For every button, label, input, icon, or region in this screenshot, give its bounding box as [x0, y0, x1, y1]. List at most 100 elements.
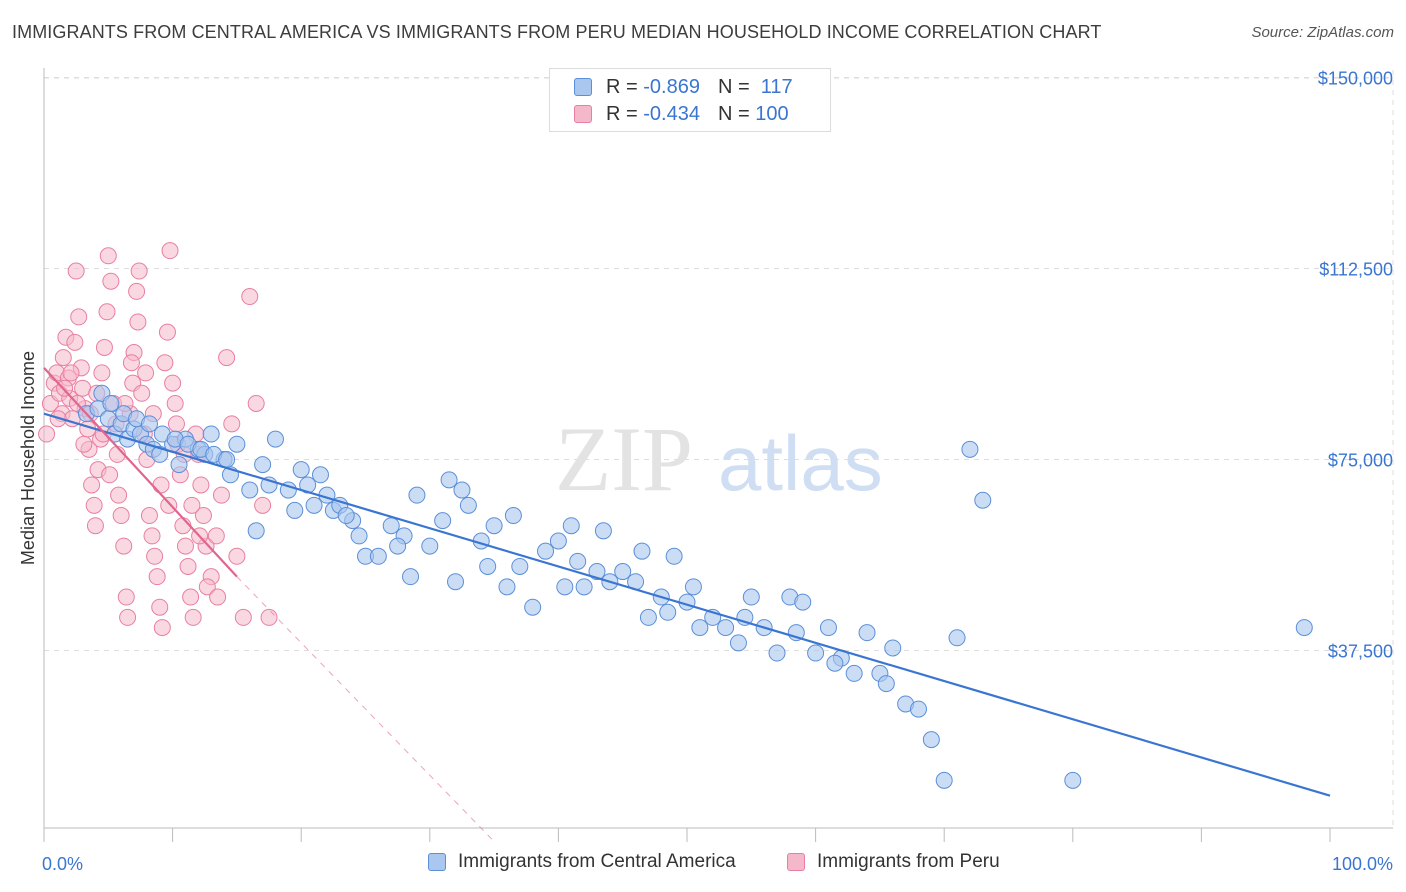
legend-r-value: -0.869 — [643, 75, 700, 98]
data-point-central-america — [684, 578, 702, 596]
data-point-peru — [122, 354, 140, 372]
trend-line-peru-extrapolated — [236, 576, 495, 842]
watermark-zip: ZIP — [555, 408, 693, 510]
data-point-central-america — [819, 619, 837, 637]
chart-title: IMMIGRANTS FROM CENTRAL AMERICA VS IMMIG… — [12, 22, 1102, 42]
data-point-peru — [143, 527, 161, 545]
data-point-peru — [133, 384, 151, 402]
y-axis-label: Median Household Income — [18, 351, 38, 565]
data-point-peru — [75, 435, 93, 453]
data-point-central-america — [639, 608, 657, 626]
data-point-peru — [192, 476, 210, 494]
legend-row-central-america: R = -0.869 N = 117 — [574, 74, 793, 100]
data-point-peru — [93, 364, 111, 382]
data-point-central-america — [614, 563, 632, 581]
trend-line-peru — [43, 367, 238, 578]
data-point-central-america — [845, 664, 863, 682]
data-point-central-america — [858, 624, 876, 642]
data-point-peru — [98, 303, 116, 321]
data-point-peru — [102, 272, 120, 290]
data-point-peru — [166, 394, 184, 412]
bottom-legend-swatch-pink — [787, 853, 805, 871]
data-point-central-america — [556, 578, 574, 596]
legend-r-label: R = — [606, 75, 638, 98]
y-tick-label: $112,500 — [1319, 260, 1393, 280]
data-point-peru — [241, 288, 259, 306]
data-point-peru — [140, 507, 158, 525]
data-point-central-america — [170, 456, 188, 474]
data-point-central-america — [569, 552, 587, 570]
data-point-peru — [212, 486, 230, 504]
legend-swatch-pink — [574, 105, 592, 123]
data-point-peru — [112, 507, 130, 525]
data-point-peru — [99, 247, 117, 265]
legend-n-value: 100 — [755, 102, 789, 125]
data-point-peru — [247, 394, 265, 412]
data-point-central-america — [909, 700, 927, 718]
data-point-central-america — [549, 532, 567, 550]
data-point-peru — [153, 619, 171, 637]
data-point-peru — [54, 349, 72, 367]
data-point-peru — [119, 608, 137, 626]
data-point-peru — [167, 415, 185, 433]
data-point-central-america — [511, 557, 529, 575]
data-point-central-america — [337, 507, 355, 525]
data-point-peru — [83, 476, 101, 494]
data-point-central-america — [588, 563, 606, 581]
source-label: Source: ZipAtlas.com — [1251, 24, 1394, 41]
data-point-central-america — [369, 547, 387, 565]
data-point-central-america — [305, 496, 323, 514]
bottom-legend-swatch-blue — [428, 853, 446, 871]
data-point-central-america — [1064, 771, 1082, 789]
data-point-peru — [95, 338, 113, 356]
data-point-central-america — [140, 415, 158, 433]
data-point-peru — [115, 537, 133, 555]
data-point-peru — [74, 379, 92, 397]
data-point-central-america — [575, 578, 593, 596]
data-point-central-america — [292, 461, 310, 479]
data-point-central-america — [1295, 619, 1313, 637]
data-point-peru — [151, 598, 169, 616]
bottom-legend-label: Immigrants from Peru — [817, 851, 1000, 872]
legend-n-label: N = — [717, 102, 750, 125]
data-point-central-america — [382, 517, 400, 535]
data-point-peru — [254, 496, 272, 514]
legend-row-peru: R = -0.434 N = 100 — [574, 101, 789, 127]
data-point-central-america — [594, 522, 612, 540]
watermark-atlas: atlas — [718, 419, 883, 507]
data-point-central-america — [961, 440, 979, 458]
series-central-america-points — [77, 384, 1313, 789]
data-point-central-america — [440, 471, 458, 489]
data-point-peru — [184, 608, 202, 626]
data-point-peru — [176, 537, 194, 555]
data-point-peru — [156, 354, 174, 372]
data-point-central-america — [241, 481, 259, 499]
legend-r-label: R = — [606, 102, 638, 125]
data-point-central-america — [247, 522, 265, 540]
data-point-central-america — [691, 619, 709, 637]
data-point-central-america — [768, 644, 786, 662]
data-point-central-america — [228, 435, 246, 453]
data-point-central-america — [659, 603, 677, 621]
data-point-peru — [158, 323, 176, 341]
legend-swatch-blue — [574, 78, 592, 96]
bottom-legend-central-america: Immigrants from Central America — [428, 851, 736, 873]
data-point-central-america — [402, 568, 420, 586]
data-point-peru — [182, 588, 200, 606]
data-point-peru — [38, 425, 56, 443]
data-point-central-america — [935, 771, 953, 789]
trend-lines — [43, 367, 1331, 842]
data-point-central-america — [102, 394, 120, 412]
data-point-peru — [137, 364, 155, 382]
data-point-central-america — [729, 634, 747, 652]
data-point-peru — [223, 415, 241, 433]
data-point-peru — [218, 349, 236, 367]
data-point-peru — [207, 527, 225, 545]
bottom-legend-peru: Immigrants from Peru — [787, 851, 1000, 873]
data-point-central-america — [877, 675, 895, 693]
data-point-peru — [117, 588, 135, 606]
data-point-peru — [152, 476, 170, 494]
data-point-central-america — [794, 593, 812, 611]
data-point-central-america — [434, 512, 452, 530]
